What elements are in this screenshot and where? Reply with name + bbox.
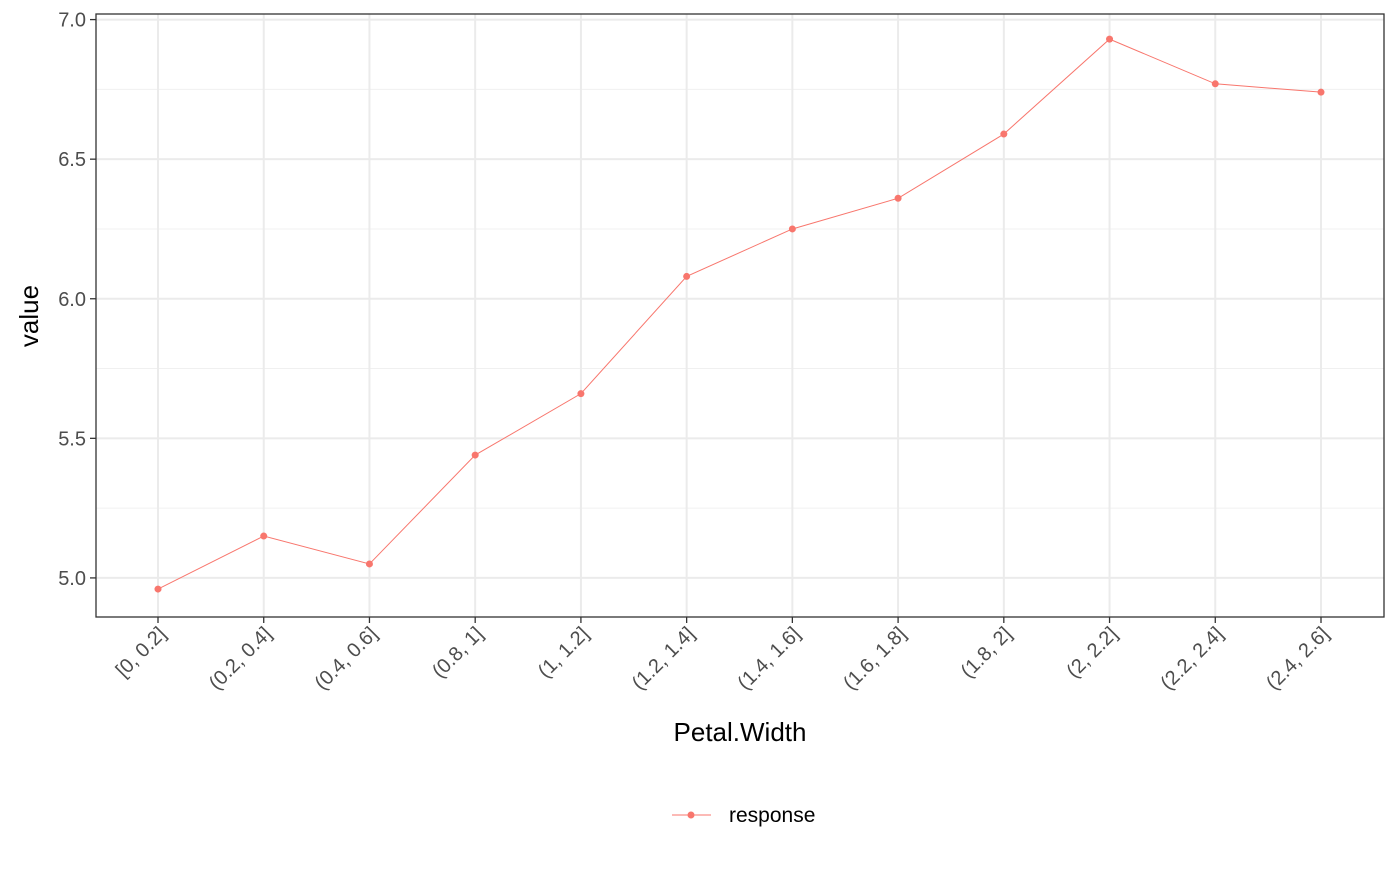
x-tick-label: (2, 2.2] <box>1062 623 1122 683</box>
x-tick-label: (0.4, 0.6] <box>311 623 382 694</box>
data-point <box>260 532 268 540</box>
y-tick-label: 5.5 <box>58 428 86 450</box>
data-point <box>894 194 902 202</box>
data-point <box>1211 80 1219 88</box>
data-point <box>1317 88 1325 96</box>
y-axis: 5.0 5.5 6.0 6.5 7.0 <box>58 10 96 590</box>
legend: response <box>672 804 815 827</box>
x-tick-label: (1.8, 2] <box>957 623 1017 683</box>
x-tick-label: [0, 0.2] <box>112 623 171 682</box>
x-axis-title: Petal.Width <box>674 717 807 747</box>
x-tick-label: (2.4, 2.6] <box>1262 623 1333 694</box>
x-tick-label: (1, 1.2] <box>534 623 594 683</box>
legend-key-point <box>687 811 695 819</box>
plot-panel-border <box>95 13 1385 618</box>
data-point <box>154 585 162 593</box>
data-point <box>577 390 585 398</box>
x-tick-label: (1.2, 1.4] <box>628 623 699 694</box>
series-line-response <box>157 38 1322 590</box>
x-tick-label: (1.6, 1.8] <box>839 623 910 694</box>
data-point <box>788 225 796 233</box>
y-tick-label: 6.5 <box>58 149 86 171</box>
legend-label-response: response <box>729 804 815 827</box>
data-point <box>365 560 373 568</box>
x-axis: [0, 0.2] (0.2, 0.4] (0.4, 0.6] (0.8, 1] (1, … <box>112 617 1334 694</box>
data-point <box>1000 130 1008 138</box>
y-tick-label: 7.0 <box>58 10 86 32</box>
y-tick-label: 5.0 <box>58 568 86 590</box>
data-point <box>471 451 479 459</box>
x-tick-label: (1.4, 1.6] <box>734 623 805 694</box>
data-point <box>1106 35 1114 43</box>
x-tick-label: (0.2, 0.4] <box>205 623 276 694</box>
y-tick-label: 6.0 <box>58 289 86 311</box>
series-layer <box>154 35 1325 593</box>
data-point <box>683 272 691 280</box>
x-tick-label: (0.8, 1] <box>428 623 488 683</box>
grid-lines <box>96 14 1384 617</box>
x-tick-label: (2.2, 2.4] <box>1156 623 1227 694</box>
y-axis-title: value <box>14 285 44 347</box>
